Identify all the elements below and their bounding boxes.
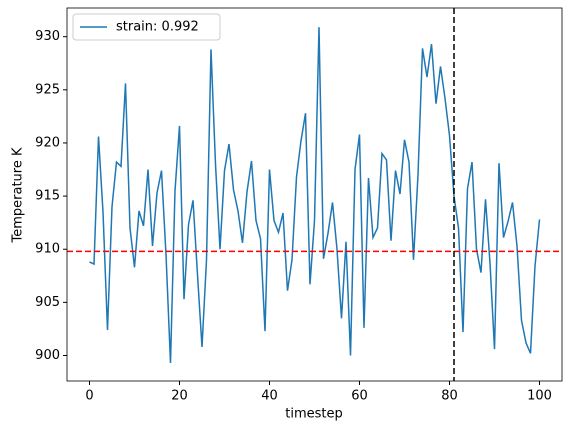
x-tick-label: 80: [441, 389, 458, 404]
y-tick-label: 920: [35, 135, 60, 150]
x-axis-label: timestep: [285, 407, 343, 422]
x-tick-label: 0: [85, 389, 93, 404]
x-tick-label: 40: [261, 389, 278, 404]
data-line: [89, 27, 541, 363]
y-axis-label: Temperature K: [11, 147, 26, 243]
y-tick-label: 915: [35, 189, 60, 204]
legend-box: [72, 13, 221, 41]
y-tick-label: 930: [35, 29, 60, 44]
x-tick-label: 100: [527, 389, 552, 404]
legend-label: strain: 0.992: [116, 20, 199, 35]
y-tick-label: 910: [35, 242, 60, 257]
x-tick-label: 20: [171, 389, 188, 404]
y-tick-label: 925: [35, 82, 60, 97]
x-tick-label: 60: [351, 389, 368, 404]
axes-frame: [66, 7, 563, 382]
y-tick-label: 905: [35, 295, 60, 310]
y-tick-label: 900: [35, 348, 60, 363]
